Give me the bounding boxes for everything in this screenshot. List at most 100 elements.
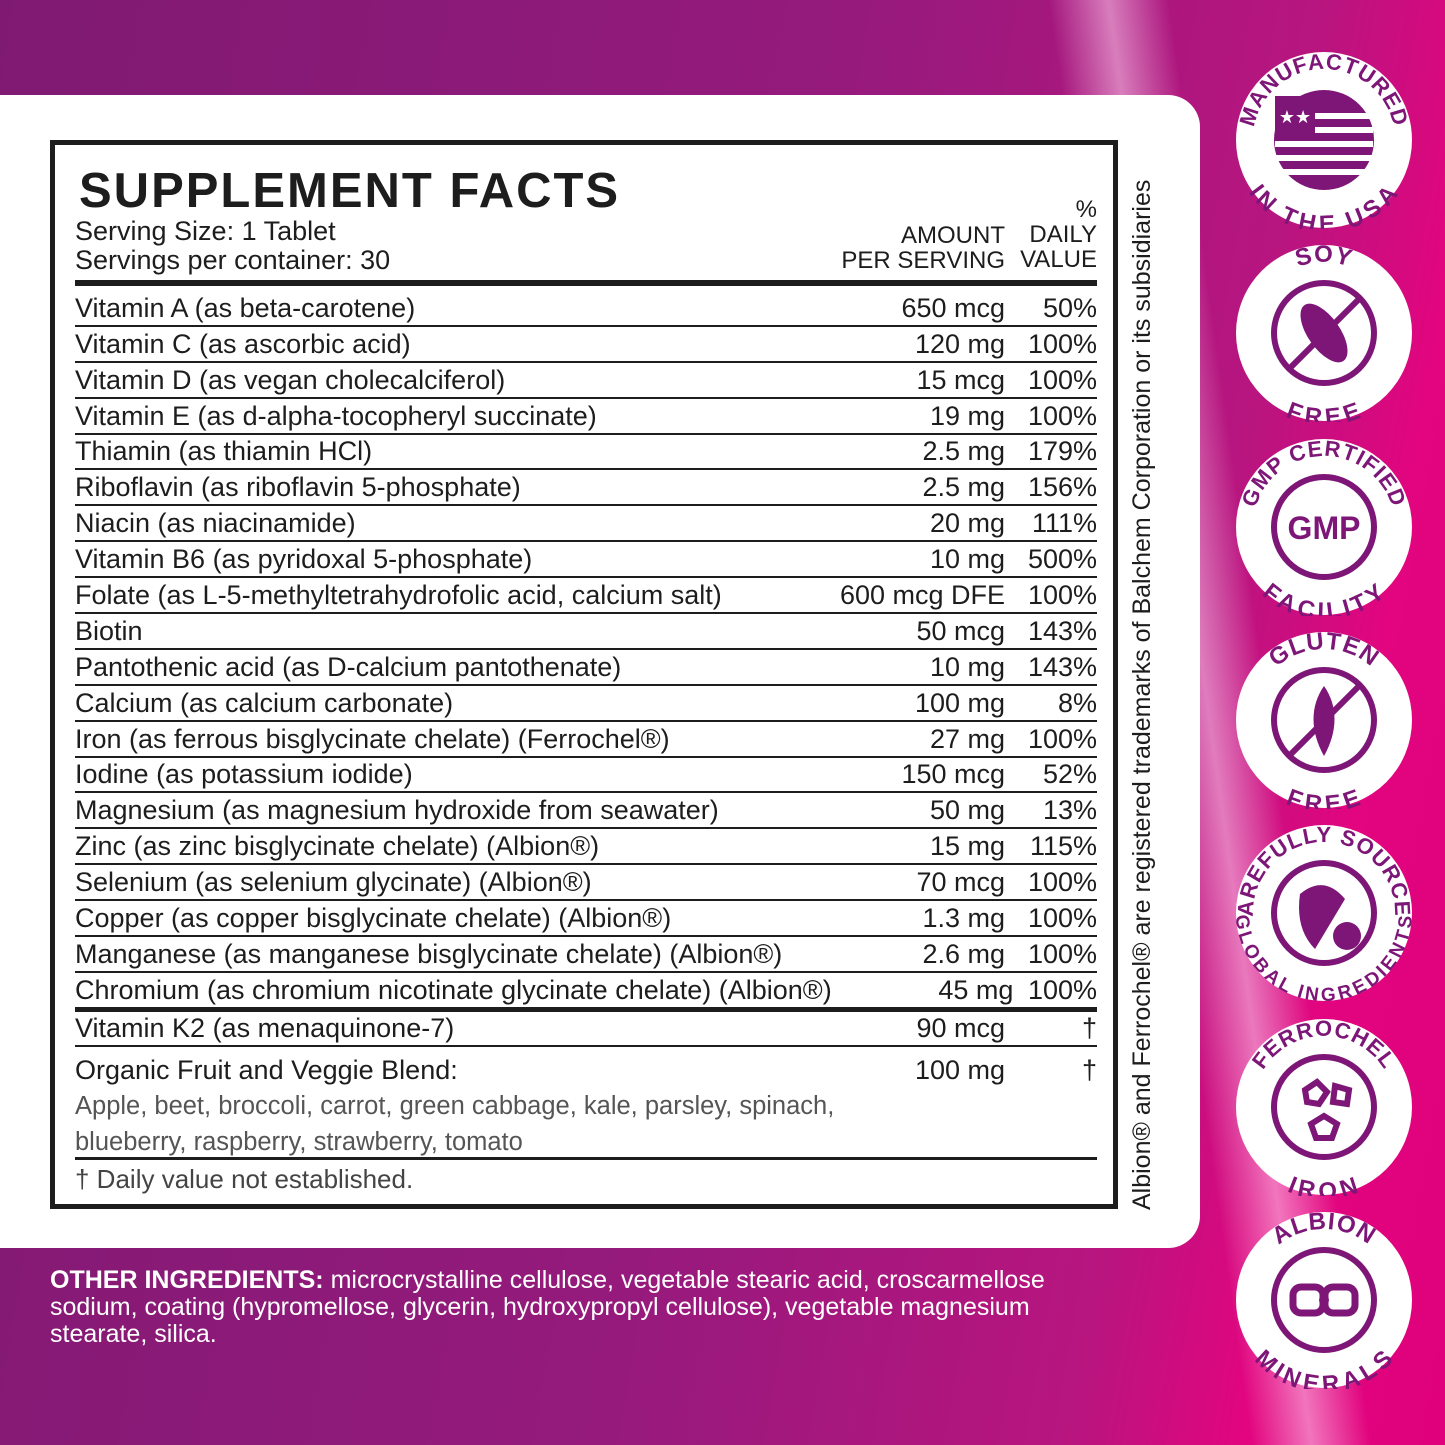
daily-value: 156% (1027, 472, 1097, 503)
nutrient-name: Zinc (as zinc bisglycinate chelate) (Alb… (75, 831, 600, 862)
other-ingredients-text: microcrystalline cellulose, vegetable st… (50, 1266, 1045, 1348)
nutrient-name: Niacin (as niacinamide) (75, 508, 356, 539)
amount: 2.6 mg (922, 938, 1005, 969)
globe-icon (1271, 860, 1377, 967)
amount: 150 mcg (901, 759, 1005, 790)
table-row: Vitamin C (as ascorbic acid) 120 mg 100% (75, 327, 1097, 363)
table-row: Iodine (as potassium iodide) 150 mcg 52% (75, 758, 1097, 794)
table-row: Vitamin D (as vegan cholecalciferol) 15 m… (75, 363, 1097, 399)
table-row: Copper (as copper bisglycinate chelate) … (75, 901, 1097, 938)
nutrient-name: Iodine (as potassium iodide) (75, 759, 413, 790)
badge-chain-link: ALBION MINERALS (1236, 1211, 1412, 1389)
badge-us-flag: MANUFACTURED IN THE USA ★★ (1235, 51, 1413, 229)
amount: 45 mg (938, 974, 1014, 1005)
table-row: Vitamin A (as beta-carotene) 650 mcg 50% (75, 291, 1097, 327)
dv-header-line: % (1075, 196, 1097, 223)
dv-header: % DAILY VALUE (1020, 197, 1097, 272)
amount: 650 mcg (901, 292, 1005, 323)
nutrient-name: Iron (as ferrous bisglycinate chelate) (… (75, 723, 670, 754)
table-row: Niacin (as niacinamide) 20 mg 111% (75, 506, 1097, 543)
badge-gmp: GMP CERTIFIED FACILITY GMP (1236, 438, 1412, 616)
amount: 10 mg (929, 544, 1005, 575)
amount: 19 mg (929, 400, 1005, 431)
table-row: Thiamin (as thiamin HCl) 2.5 mg 179% (75, 435, 1097, 471)
daily-value: † (1081, 1012, 1097, 1043)
daily-value: 8% (1057, 687, 1097, 718)
nutrient-name: Organic Fruit and Veggie Blend: (75, 1054, 458, 1085)
daily-value: 111% (1031, 508, 1097, 539)
footnote: † Daily value not established. (75, 1163, 414, 1194)
iron-molecule-icon (1271, 1053, 1377, 1160)
nutrient-name: Vitamin E (as d-alpha-tocopheryl succina… (75, 400, 597, 431)
soy-free-icon (1271, 280, 1377, 387)
nutrient-table: Vitamin A (as beta-carotene) 650 mcg 50% Vi… (75, 291, 1097, 1195)
amount: 2.5 mg (922, 436, 1005, 467)
daily-value: 50% (1042, 292, 1097, 323)
daily-value: 100% (1027, 974, 1097, 1005)
nutrient-name: Thiamin (as thiamin HCl) (75, 436, 373, 467)
amount: 90 mcg (916, 1012, 1005, 1043)
nutrient-name: Calcium (as calcium carbonate) (75, 687, 454, 718)
table-row: Vitamin B6 (as pyridoxal 5-phosphate) 10 … (75, 542, 1097, 579)
daily-value: 115% (1029, 831, 1097, 862)
nutrient-name: Chromium (as chromium nicotinate glycina… (75, 974, 832, 1005)
amount: 15 mg (929, 831, 1005, 862)
daily-value: 100% (1027, 723, 1097, 754)
daily-value: 143% (1027, 651, 1097, 682)
blend-ingredients: Apple, beet, broccoli, carrot, green cab… (75, 1091, 835, 1156)
table-row: Biotin 50 mcg 143% (75, 614, 1097, 650)
table-row: Folate (as L-5-methyltetrahydrofolic aci… (75, 578, 1097, 615)
gmp-icon (1271, 473, 1377, 580)
nutrient-name: Vitamin A (as beta-carotene) (75, 292, 416, 323)
amount: 50 mcg (916, 615, 1005, 646)
daily-value: 100% (1027, 867, 1097, 898)
dv-header-line: DAILY (1029, 221, 1097, 248)
table-row: Iron (as ferrous bisglycinate chelate) (… (75, 722, 1097, 758)
nutrient-name: Manganese (as manganese bisglycinate che… (75, 938, 783, 969)
amount: 10 mg (929, 651, 1005, 682)
daily-value: 100% (1027, 400, 1097, 431)
trademark-notice: Albion® and Ferrochel® are registered tr… (1128, 179, 1156, 1210)
amount-header-line: AMOUNT (901, 222, 1005, 249)
table-row: Selenium (as selenium glycinate) (Albion… (75, 865, 1097, 902)
us-flag-icon: ★★ (1274, 90, 1374, 190)
badge-top-text: SOY (1292, 244, 1355, 272)
serving-info: Serving Size: 1 Tablet Servings per cont… (75, 217, 390, 275)
table-row: Magnesium (as magnesium hydroxide from s… (75, 793, 1097, 830)
nutrient-name: Copper (as copper bisglycinate chelate) … (75, 903, 672, 934)
daily-value: 100% (1027, 938, 1097, 969)
chain-link-icon (1271, 1246, 1377, 1353)
badge-globe: CAREFULLY SOURCED GLOBAL INGREDIENTS (1235, 824, 1413, 1002)
table-row: Chromium (as chromium nicotinate glycina… (75, 973, 1097, 1009)
daily-value: 500% (1027, 544, 1097, 575)
daily-value: 100% (1027, 580, 1097, 611)
badge-center-text: GMP (1288, 510, 1361, 546)
badge-soy-free: SOY FREE (1236, 244, 1412, 422)
table-row: Riboflavin (as riboflavin 5-phosphate) 2.… (75, 470, 1097, 507)
amount: 600 mcg DFE (839, 580, 1005, 611)
serving-size: Serving Size: 1 Tablet (75, 216, 336, 246)
nutrient-name: Vitamin D (as vegan cholecalciferol) (75, 364, 506, 395)
daily-value: 100% (1027, 328, 1097, 359)
nutrient-name: Vitamin C (as ascorbic acid) (75, 328, 411, 359)
label-card (0, 95, 1200, 1248)
nutrient-name: Selenium (as selenium glycinate) (Albion… (75, 867, 592, 898)
table-row: Calcium (as calcium carbonate) 100 mg 8% (75, 686, 1097, 722)
amount: 100 mg (914, 687, 1005, 718)
table-row: Zinc (as zinc bisglycinate chelate) (Alb… (75, 829, 1097, 866)
amount: 50 mg (929, 795, 1005, 826)
badge-gluten-free: GLUTEN FREE (1236, 631, 1412, 809)
table-row: Vitamin K2 (as menaquinone-7) 90 mcg † (75, 1008, 1097, 1047)
amount: 100 mg (914, 1054, 1005, 1085)
daily-value: 179% (1027, 436, 1097, 467)
panel-title: SUPPLEMENT FACTS (79, 164, 621, 218)
daily-value: 13% (1042, 795, 1097, 826)
amount: 1.3 mg (922, 903, 1005, 934)
nutrient-name: Folate (as L-5-methyltetrahydrofolic aci… (75, 580, 722, 611)
divider (75, 280, 1097, 286)
nutrient-name: Vitamin K2 (as menaquinone-7) (75, 1012, 455, 1043)
amount: 20 mg (929, 508, 1005, 539)
nutrient-name: Vitamin B6 (as pyridoxal 5-phosphate) (75, 544, 533, 575)
nutrient-name: Pantothenic acid (as D-calcium pantothen… (75, 651, 622, 682)
nutrient-name: Biotin (75, 615, 143, 646)
